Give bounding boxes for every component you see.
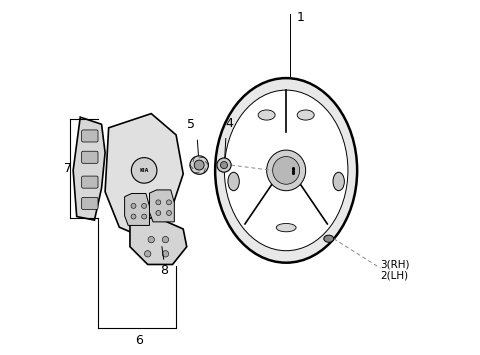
Ellipse shape [333,172,344,191]
Text: 2(LH): 2(LH) [380,270,408,280]
Ellipse shape [215,78,357,263]
Circle shape [190,156,208,174]
FancyBboxPatch shape [82,130,98,142]
Text: 3(RH): 3(RH) [380,260,410,269]
Circle shape [156,211,161,215]
Circle shape [142,203,146,208]
FancyBboxPatch shape [82,151,98,163]
Circle shape [162,251,168,257]
Ellipse shape [228,172,240,191]
Circle shape [162,236,168,243]
Circle shape [194,160,204,170]
Polygon shape [149,190,174,222]
Text: 6: 6 [135,334,143,347]
Text: 8: 8 [160,264,168,278]
Ellipse shape [276,224,296,232]
FancyBboxPatch shape [82,197,98,209]
Circle shape [144,251,151,257]
Circle shape [220,162,228,169]
Text: 5: 5 [187,118,195,131]
Circle shape [167,211,171,215]
Polygon shape [130,217,187,264]
Text: 1: 1 [297,11,305,24]
Circle shape [217,158,231,172]
Ellipse shape [258,110,275,120]
Ellipse shape [266,150,306,191]
Ellipse shape [324,235,334,242]
FancyBboxPatch shape [82,176,98,188]
Circle shape [142,214,146,219]
Ellipse shape [273,157,300,184]
Polygon shape [125,193,149,225]
Polygon shape [105,114,183,238]
Text: 4: 4 [226,116,234,130]
Polygon shape [73,117,105,220]
Ellipse shape [297,110,314,120]
Circle shape [132,158,157,183]
Text: 7: 7 [64,162,72,175]
Circle shape [156,200,161,205]
Text: KIA: KIA [140,168,149,173]
Circle shape [148,236,155,243]
Circle shape [131,203,136,208]
Circle shape [167,200,171,205]
Ellipse shape [224,90,348,251]
Circle shape [131,214,136,219]
